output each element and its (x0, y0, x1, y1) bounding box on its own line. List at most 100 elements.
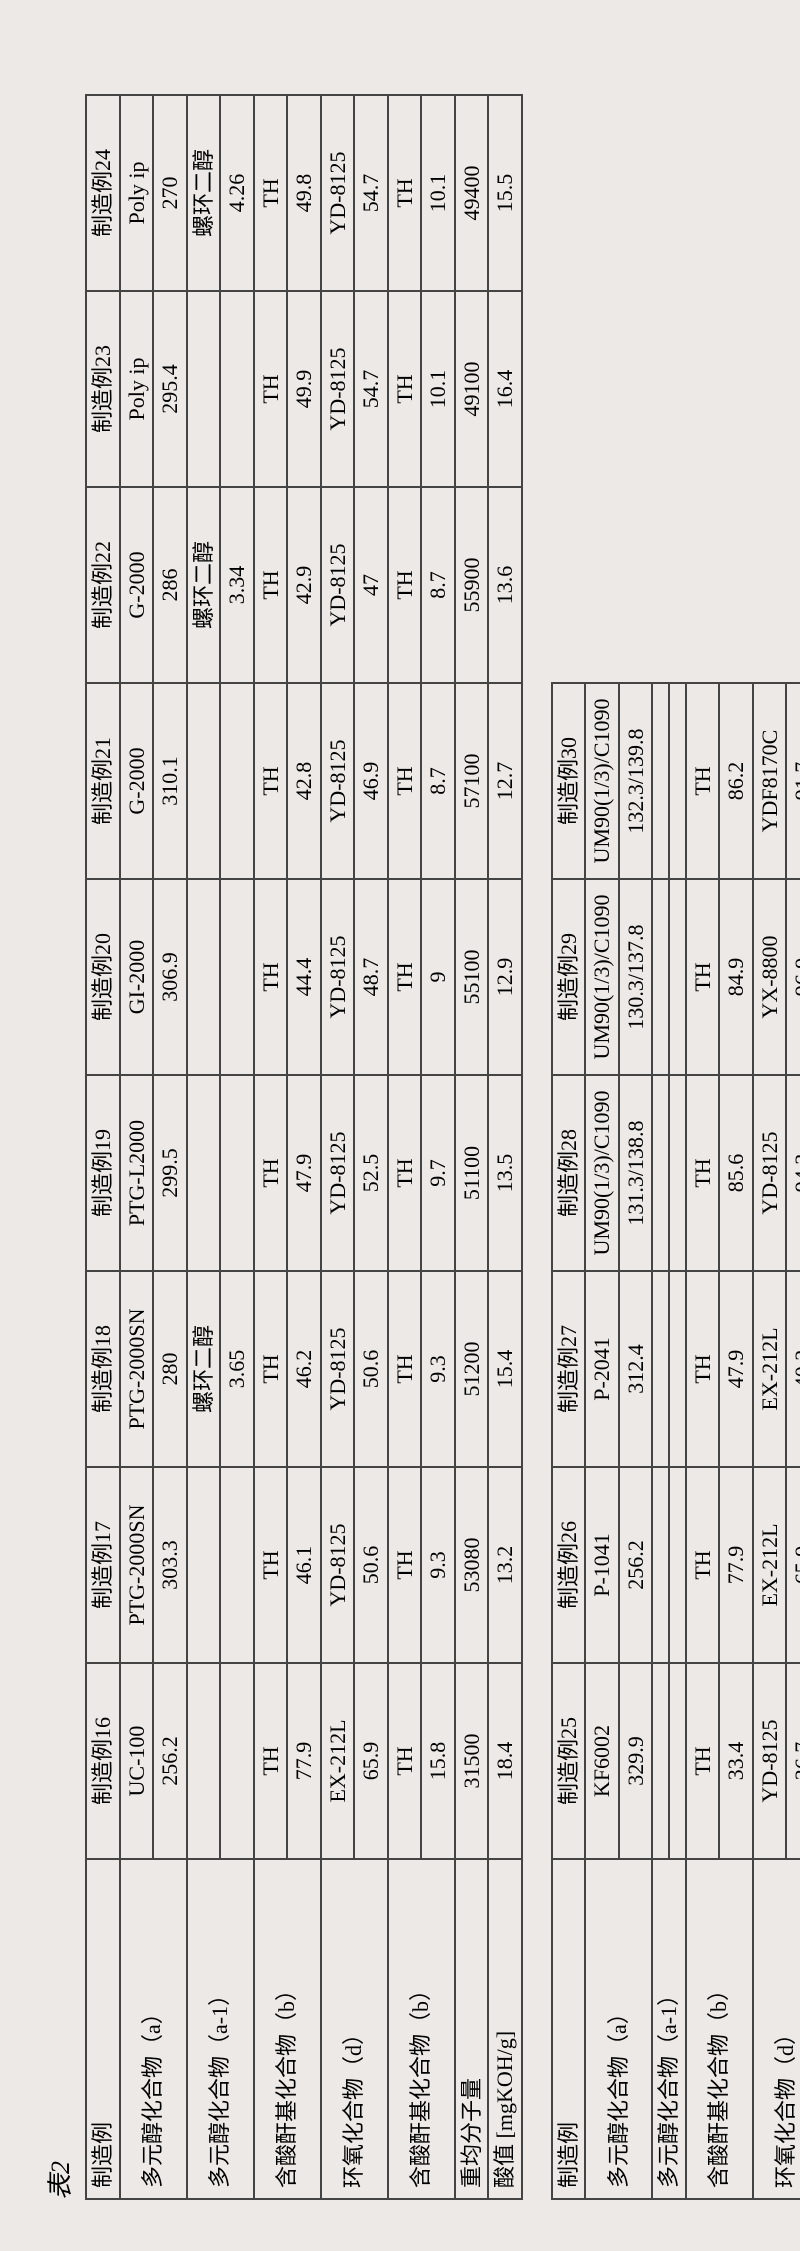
cell (669, 1075, 686, 1271)
cell: 47 (354, 487, 388, 683)
cell: TH (686, 1467, 720, 1663)
cell: 132.3/139.8 (619, 683, 653, 879)
cell (652, 1467, 669, 1663)
cell: 3.65 (220, 1271, 254, 1467)
cell: TH (686, 1663, 720, 1859)
cell: 8.7 (421, 487, 455, 683)
cell: 9.3 (421, 1271, 455, 1467)
cell: 49100 (455, 291, 489, 487)
row-label: 环氧化合物（d） (753, 1859, 800, 2199)
cell: TH (254, 95, 288, 291)
cell: 16.4 (488, 291, 522, 487)
cell: 57100 (455, 683, 489, 879)
cell: 52.5 (354, 1075, 388, 1271)
cell: TH (388, 291, 422, 487)
cell (187, 291, 221, 487)
cell: TH (254, 291, 288, 487)
cell: YD-8125 (321, 291, 355, 487)
cell: 13.6 (488, 487, 522, 683)
cell (669, 1271, 686, 1467)
cell: 86.2 (719, 683, 753, 879)
cell: 10.1 (421, 95, 455, 291)
cell: YD-8125 (321, 1075, 355, 1271)
cell (187, 1075, 221, 1271)
cell: TH (388, 683, 422, 879)
cell: 31500 (455, 1663, 489, 1859)
cell: 312.4 (619, 1271, 653, 1467)
cell: 15.5 (488, 95, 522, 291)
cell: TH (388, 879, 422, 1075)
cell (652, 879, 669, 1075)
row-label: 酸值 [mgKOH/g] (488, 1859, 522, 2199)
cell (652, 1075, 669, 1271)
cell: EX-212L (321, 1663, 355, 1859)
cell (220, 1663, 254, 1859)
cell: EX-212L (753, 1271, 787, 1467)
cell: 9.7 (421, 1075, 455, 1271)
cell: G-2000 (120, 487, 154, 683)
cell: TH (388, 487, 422, 683)
cell: UM90(1/3)/C1090 (585, 1075, 619, 1271)
table-row: 含酸酐基化合物（b） TH TH TH TH TH TH (686, 683, 720, 2199)
cell: Poly ip (120, 291, 154, 487)
cell (187, 683, 221, 879)
row-label: 多元醇化合物（a-1） (187, 1859, 254, 2199)
cell: 256.2 (153, 1663, 187, 1859)
cell: 螺环二醇 (187, 487, 221, 683)
row-label: 多元醇化合物（a） (585, 1859, 652, 2199)
cell: TH (388, 1271, 422, 1467)
cell: 91.7 (786, 683, 800, 879)
table-2: 制造例 制造例25 制造例26 制造例27 制造例28 制造例29 制造例30 … (551, 682, 800, 2200)
cell: 42.8 (287, 683, 321, 879)
cell: TH (686, 683, 720, 879)
cell: 44.4 (287, 879, 321, 1075)
cell: 94.3 (786, 1075, 800, 1271)
cell: 50.6 (354, 1467, 388, 1663)
cell: 131.3/138.8 (619, 1075, 653, 1271)
cell: 47.9 (287, 1075, 321, 1271)
cell: EX-212L (753, 1467, 787, 1663)
cell: 256.2 (619, 1467, 653, 1663)
cell: P-1041 (585, 1467, 619, 1663)
col-header: 制造例28 (552, 1075, 586, 1271)
col-header: 制造例17 (86, 1467, 120, 1663)
cell: TH (254, 683, 288, 879)
cell: 46.1 (287, 1467, 321, 1663)
cell: TH (254, 1467, 288, 1663)
cell: 49400 (455, 95, 489, 291)
cell: 84.9 (719, 879, 753, 1075)
table-row: 酸值 [mgKOH/g] 18.4 13.2 15.4 13.5 12.9 12… (488, 95, 522, 2199)
table-row: 含酸酐基化合物（b） TH TH TH TH TH TH TH TH TH (254, 95, 288, 2199)
cell: 54.7 (354, 291, 388, 487)
row-label: 多元醇化合物（a） (120, 1859, 187, 2199)
cell: 295.4 (153, 291, 187, 487)
row-label: 环氧化合物（d） (321, 1859, 388, 2199)
cell: 310.1 (153, 683, 187, 879)
cell: 13.2 (488, 1467, 522, 1663)
row-label: 含酸酐基化合物（b） (686, 1859, 753, 2199)
table-row: 重均分子量 31500 53080 51200 51100 55100 5710… (455, 95, 489, 2199)
col-header: 制造例27 (552, 1271, 586, 1467)
header-label: 制造例 (552, 1859, 586, 2199)
cell: 96.9 (786, 879, 800, 1075)
col-header: 制造例25 (552, 1663, 586, 1859)
table-row: 含酸酐基化合物（b） TH TH TH TH TH TH TH TH TH (388, 95, 422, 2199)
cell: 65.9 (786, 1467, 800, 1663)
cell: KF6002 (585, 1663, 619, 1859)
table-row: 环氧化合物（d） YD-8125 EX-212L EX-212L YD-8125… (753, 683, 787, 2199)
cell: 10.1 (421, 291, 455, 487)
cell: TH (388, 1467, 422, 1663)
cell: 299.5 (153, 1075, 187, 1271)
cell: 33.4 (719, 1663, 753, 1859)
cell (187, 1467, 221, 1663)
cell: 270 (153, 95, 187, 291)
cell: TH (254, 1075, 288, 1271)
cell (669, 1663, 686, 1859)
cell (220, 1467, 254, 1663)
cell: YD-8125 (753, 1663, 787, 1859)
cell (669, 683, 686, 879)
cell: 53080 (455, 1467, 489, 1663)
cell: 55100 (455, 879, 489, 1075)
cell: YD-8125 (321, 95, 355, 291)
cell: P-2041 (585, 1271, 619, 1467)
